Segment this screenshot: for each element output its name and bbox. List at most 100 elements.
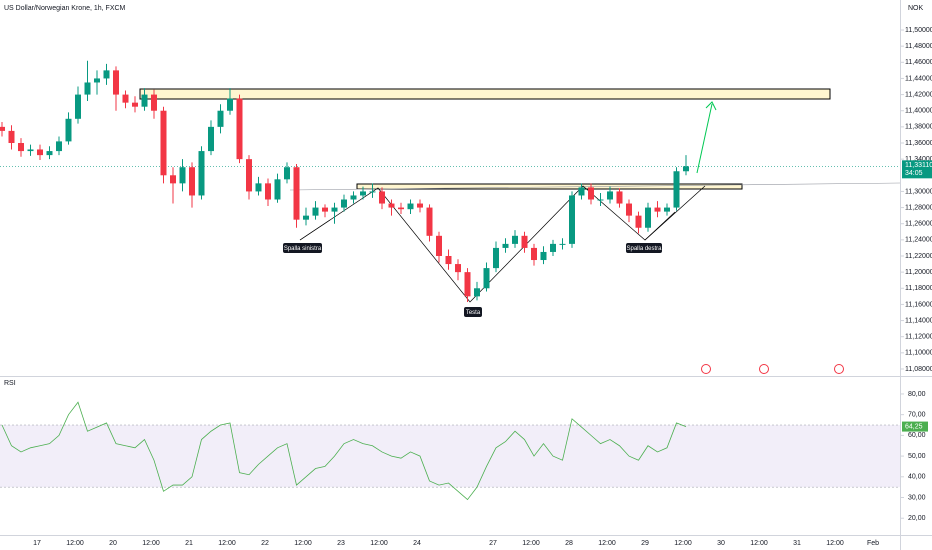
y-tick-label: 11,42000 xyxy=(905,91,932,98)
candle-body xyxy=(445,255,452,265)
x-tick-label: 20 xyxy=(109,540,117,547)
pattern-line xyxy=(644,211,676,241)
x-tick-label: 12:00 xyxy=(294,540,312,547)
pattern-line xyxy=(299,219,331,241)
event-icon[interactable] xyxy=(834,364,844,374)
candle-body xyxy=(474,288,480,297)
y-tick-label: 11,44000 xyxy=(905,75,932,82)
annotation-label: Spalla sinistra xyxy=(284,246,322,252)
y-tick-label: 11,24000 xyxy=(905,237,932,244)
y-tick-label: 11,46000 xyxy=(905,59,932,66)
candle-body xyxy=(683,166,689,172)
annotation-label: Testa xyxy=(466,310,481,316)
candle-body xyxy=(673,171,680,208)
candle-body xyxy=(122,94,129,103)
candle-body xyxy=(322,207,328,212)
candle-body xyxy=(654,207,661,212)
y-tick-label: 11,12000 xyxy=(905,334,932,341)
candle-body xyxy=(103,70,110,79)
candle-body xyxy=(94,78,100,83)
candle-body xyxy=(312,207,319,216)
neckline-zone xyxy=(356,183,743,190)
resistance-zone xyxy=(139,88,831,100)
y-tick-label: 11,34000 xyxy=(905,156,932,163)
y-tick-label: 11,18000 xyxy=(905,285,932,292)
candle-body xyxy=(540,251,547,261)
candle-body xyxy=(113,70,119,95)
candle-body xyxy=(426,207,433,236)
candle-body xyxy=(464,272,471,297)
y-tick-label: 11,16000 xyxy=(905,301,932,308)
y-tick-label: 11,40000 xyxy=(905,108,932,115)
candle-body xyxy=(37,149,43,156)
rsi-tick-label: 50,00 xyxy=(908,453,926,460)
rsi-last-label: 64,25 xyxy=(905,423,923,430)
candle-body xyxy=(179,167,186,184)
x-tick-label: 24 xyxy=(413,540,421,547)
candle-body xyxy=(84,82,91,95)
event-icon[interactable] xyxy=(759,364,769,374)
candle-body xyxy=(578,187,585,196)
candle-body xyxy=(227,98,233,111)
annotation-box xyxy=(626,243,662,253)
candle-body xyxy=(597,199,604,201)
x-tick-label: 21 xyxy=(185,540,193,547)
target-arrow xyxy=(696,103,713,174)
annotation-box xyxy=(464,307,482,317)
candle-body xyxy=(360,191,366,196)
candle-body xyxy=(559,243,566,245)
candle-body xyxy=(512,235,518,244)
x-tick-label: 29 xyxy=(641,540,649,547)
x-tick-label: 23 xyxy=(337,540,345,547)
candle-body xyxy=(274,179,281,200)
rsi-tick-label: 80,00 xyxy=(908,391,926,398)
candle-body xyxy=(265,183,271,200)
y-tick-label: 11,36000 xyxy=(905,140,932,147)
event-icon[interactable] xyxy=(701,364,711,374)
candle-body xyxy=(151,94,157,111)
y-tick-label: 11,20000 xyxy=(905,269,932,276)
trendline xyxy=(289,182,901,191)
y-tick-label: 11,14000 xyxy=(905,317,932,324)
x-tick-label: 31 xyxy=(793,540,801,547)
candle-body xyxy=(141,94,148,107)
candle-body xyxy=(379,191,385,204)
candle-body xyxy=(350,195,357,200)
x-tick-label: 12:00 xyxy=(522,540,540,547)
x-tick-label: 12:00 xyxy=(750,540,768,547)
candle-body xyxy=(56,141,62,152)
candle-body xyxy=(531,247,537,261)
x-tick-label: 12:00 xyxy=(218,540,236,547)
currency: NOK xyxy=(908,5,924,12)
candle-body xyxy=(398,207,404,210)
x-tick-label: 12:00 xyxy=(674,540,692,547)
y-tick-label: 11,26000 xyxy=(905,221,932,228)
x-tick-label: 12:00 xyxy=(142,540,160,547)
candle-body xyxy=(246,159,252,192)
rsi-line xyxy=(1,401,687,501)
candle-body xyxy=(18,143,24,152)
target-arrow-head xyxy=(705,101,717,111)
y-tick-label: 11,10000 xyxy=(905,350,932,357)
x-tick-label: 22 xyxy=(261,540,269,547)
chart-title: US Dollar/Norwegian Krone, 1h, FXCM xyxy=(4,5,126,12)
rsi-last-box xyxy=(902,421,928,432)
candle-body xyxy=(170,175,176,184)
candle-body xyxy=(236,98,243,160)
rsi-tick-label: 30,00 xyxy=(908,494,926,501)
last-price-box xyxy=(902,160,932,179)
candle-body xyxy=(341,199,347,208)
candle-body xyxy=(645,207,651,228)
y-tick-label: 11,50000 xyxy=(905,27,932,34)
candle-body xyxy=(293,167,300,220)
candle-body xyxy=(255,183,262,192)
candle-body xyxy=(616,191,623,204)
candle-body xyxy=(607,191,613,200)
candle-body xyxy=(483,268,490,289)
candle-body xyxy=(284,167,290,180)
candle-body xyxy=(46,151,53,156)
candle-body xyxy=(550,243,556,252)
candle-body xyxy=(436,235,442,256)
candle-body xyxy=(588,187,594,200)
